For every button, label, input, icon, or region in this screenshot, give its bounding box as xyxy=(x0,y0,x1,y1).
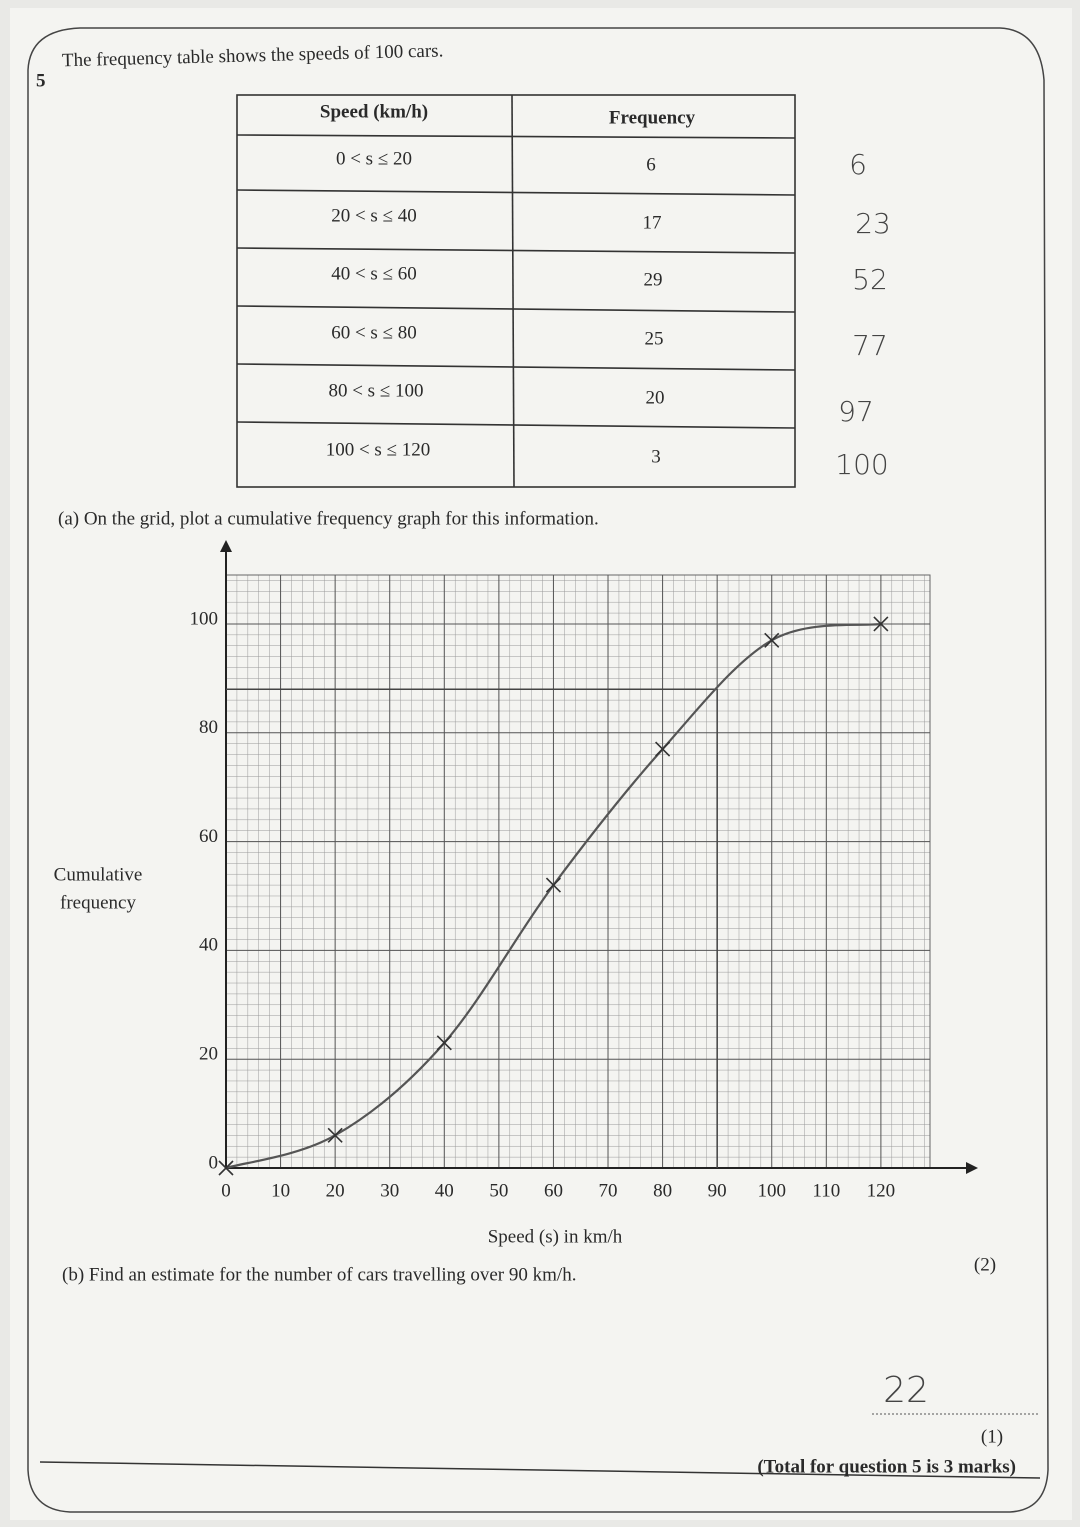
x-tick-label: 60 xyxy=(544,1180,563,1201)
axis-arrow xyxy=(220,540,232,552)
cross xyxy=(327,1127,343,1143)
rule xyxy=(39,1461,1041,1479)
table-cell: 0 < s ≤ 20 xyxy=(336,148,412,169)
x-tick-label: 40 xyxy=(435,1180,454,1201)
table-cell: 6 xyxy=(646,154,656,175)
part-a: (a) On the grid, plot a cumulative frequ… xyxy=(58,508,599,529)
cross xyxy=(218,1160,234,1176)
table-cell: 40 < s ≤ 60 xyxy=(331,263,417,284)
handwritten-totals: 6 23 52 77 97 100 xyxy=(835,148,891,481)
answer: 22 xyxy=(883,1370,929,1411)
total: (Total for question 5 is 3 marks) xyxy=(757,1456,1016,1477)
y-tick-label: 20 xyxy=(199,1044,218,1065)
x-tick-label: 120 xyxy=(867,1180,896,1201)
y-axis-label: Cumulative xyxy=(54,864,143,885)
paper xyxy=(10,8,1072,1520)
x-tick-label: 70 xyxy=(599,1180,618,1201)
y-axis-label: frequency xyxy=(60,892,136,913)
x-tick-label: 0 xyxy=(221,1180,231,1201)
table-divider xyxy=(511,94,515,488)
y-tick-label: 40 xyxy=(199,935,218,956)
handwritten-total: 97 xyxy=(838,395,874,428)
axis-arrow xyxy=(966,1162,978,1174)
x-tick-label: 80 xyxy=(653,1180,672,1201)
cross xyxy=(764,632,780,648)
handwritten-total: 6 xyxy=(849,148,867,181)
cross xyxy=(545,877,562,893)
x-tick-label: 100 xyxy=(757,1180,786,1201)
table-cell: 29 xyxy=(644,269,663,290)
table-cell: 17 xyxy=(643,212,662,233)
table-cell: 25 xyxy=(645,328,664,349)
marks: (1) xyxy=(981,1426,1003,1447)
table-cell: 80 < s ≤ 100 xyxy=(328,380,423,401)
cross xyxy=(873,616,889,632)
cross xyxy=(436,1035,452,1051)
table-cell: 20 < s ≤ 40 xyxy=(331,205,417,226)
part-b: (b) Find an estimate for the number of c… xyxy=(62,1264,576,1285)
handwritten-total: 23 xyxy=(855,207,891,240)
marks: (2) xyxy=(974,1254,996,1275)
border xyxy=(27,27,1049,1513)
x-tick-label: 110 xyxy=(812,1180,840,1201)
handwritten-total: 52 xyxy=(852,263,888,296)
table-cell: 3 xyxy=(651,446,661,467)
handwritten-total: 100 xyxy=(835,448,888,481)
y-tick-label: 0 xyxy=(209,1152,219,1173)
x-tick-label: 20 xyxy=(326,1180,345,1201)
table-cell: 20 xyxy=(646,387,665,408)
y-tick-label: 60 xyxy=(199,826,218,847)
handwritten-total: 77 xyxy=(852,329,888,362)
table-cell: 100 < s ≤ 120 xyxy=(326,439,431,460)
table-header: Frequency xyxy=(609,107,696,128)
x-tick-label: 30 xyxy=(380,1180,399,1201)
table-border xyxy=(236,94,796,488)
x-tick-label: 10 xyxy=(271,1180,290,1201)
chart: 0 10 20 30 40 50 60 70 80 90 100 110 120 0 20 40 60 80 100… xyxy=(54,540,978,1247)
question-number: 5 xyxy=(36,70,46,91)
cross xyxy=(655,741,671,757)
x-tick-label: 50 xyxy=(489,1180,508,1201)
x-axis-label: Speed (s) in km/h xyxy=(488,1226,623,1247)
x-tick-label: 90 xyxy=(708,1180,727,1201)
y-tick-label: 100 xyxy=(190,608,219,629)
table-header: Speed (km/h) xyxy=(320,101,428,122)
table-cell: 60 < s ≤ 80 xyxy=(331,322,417,343)
table: Speed (km/h) Frequency 0 < s ≤ 20 6 20 <… xyxy=(236,94,796,488)
y-tick-label: 80 xyxy=(199,717,218,738)
